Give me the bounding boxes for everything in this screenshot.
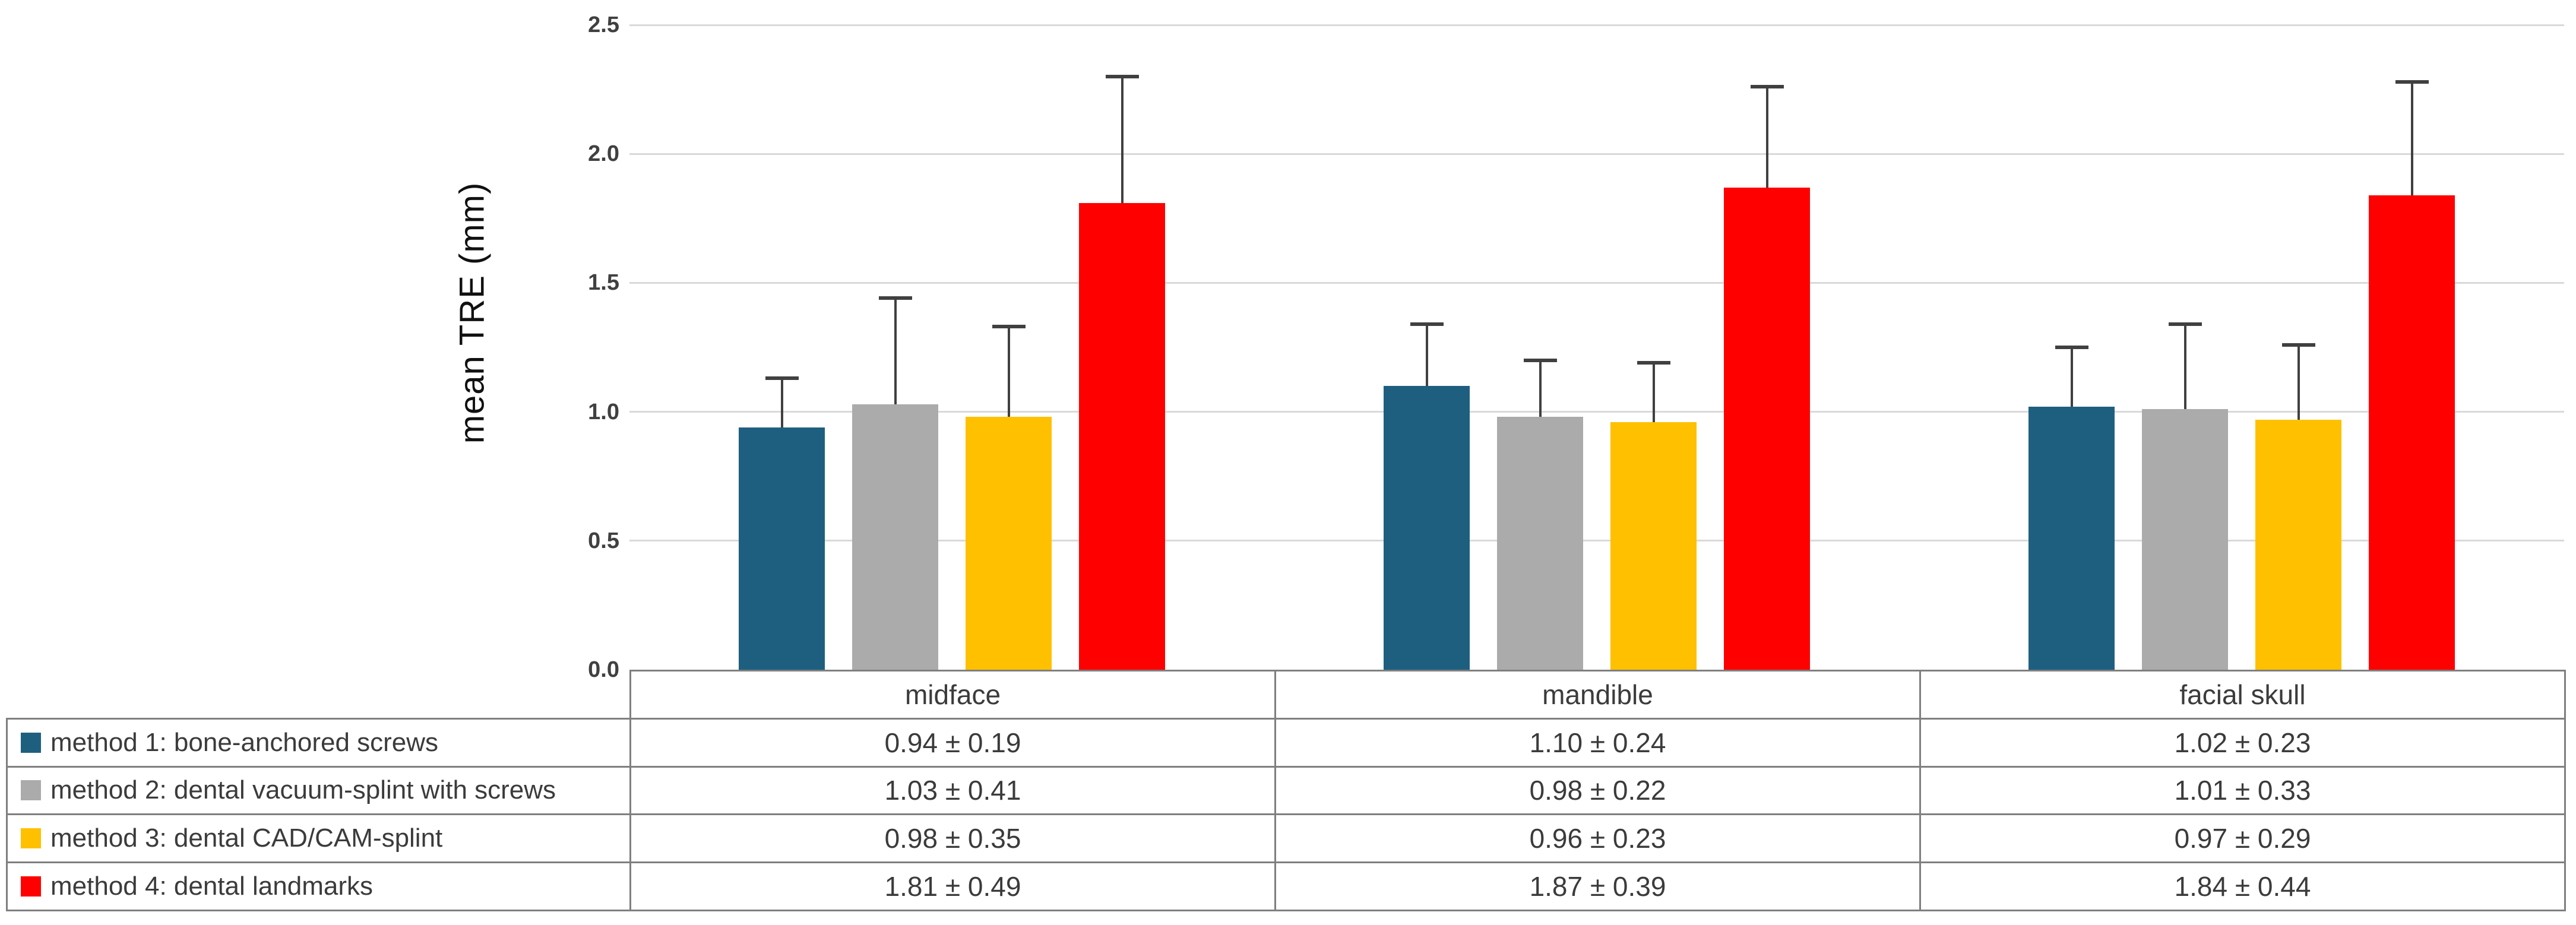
category-header-mandible: mandible: [1274, 670, 1921, 720]
error-bar-line-method2-facial-skull: [2183, 324, 2186, 410]
category-header-midface: midface: [629, 670, 1276, 720]
category-header-facial-skull: facial skull: [1919, 670, 2566, 720]
bar-method1-midface: [739, 427, 825, 670]
error-bar-cap-method3-mandible: [1637, 361, 1670, 365]
legend-cell-method1: method 1: bone-anchored screws: [6, 717, 631, 768]
legend-cell-method4: method 4: dental landmarks: [6, 861, 631, 911]
table-row-method1: method 1: bone-anchored screws 0.94 ± 0.1…: [6, 717, 2566, 768]
bar-method1-mandible: [1384, 386, 1470, 670]
value-cell-method3-facial-skull: 0.97 ± 0.29: [1919, 813, 2566, 864]
error-bar-cap-method2-mandible: [1523, 358, 1557, 362]
bar-method1-facial-skull: [2028, 406, 2115, 670]
error-bar-line-method3-mandible: [1652, 363, 1655, 422]
value-cell-method1-midface: 0.94 ± 0.19: [629, 717, 1276, 768]
value-cell-method3-mandible: 0.96 ± 0.23: [1274, 813, 1921, 864]
value-cell-method1-mandible: 1.10 ± 0.24: [1274, 717, 1921, 768]
error-bar-line-method4-mandible: [1765, 87, 1768, 188]
error-bar-line-method1-midface: [780, 378, 783, 427]
error-bar-line-method2-mandible: [1539, 360, 1542, 417]
value-cell-method1-facial-skull: 1.02 ± 0.23: [1919, 717, 2566, 768]
legend-label-method2: method 2: dental vacuum-splint with scre…: [50, 775, 556, 805]
error-bar-cap-method4-facial-skull: [2395, 80, 2429, 84]
y-axis-tick-label-1.0: 1.0: [588, 399, 619, 425]
y-axis-tick-label-0.5: 0.5: [588, 528, 619, 553]
error-bar-cap-method2-facial-skull: [2168, 322, 2202, 326]
bar-method4-mandible: [1724, 187, 1810, 670]
legend-color-swatch-method3: [21, 828, 41, 849]
gridline-2.0: [629, 153, 2564, 155]
table-corner-cell: [7, 671, 631, 719]
bar-method3-facial-skull: [2255, 419, 2341, 670]
gridline-1.5: [629, 281, 2564, 284]
value-cell-method2-mandible: 0.98 ± 0.22: [1274, 765, 1921, 816]
error-bar-cap-method3-midface: [992, 325, 1026, 329]
bar-method3-midface: [966, 417, 1052, 670]
legend-color-swatch-method2: [21, 780, 41, 801]
table-row-method3: method 3: dental CAD/CAM-splint 0.98 ± 0.…: [6, 813, 2566, 864]
value-cell-method2-facial-skull: 1.01 ± 0.33: [1919, 765, 2566, 816]
bar-method2-midface: [852, 404, 938, 670]
legend-label-method1: method 1: bone-anchored screws: [50, 727, 439, 757]
value-cell-method4-mandible: 1.87 ± 0.39: [1274, 861, 1921, 911]
gridline-2.5: [629, 24, 2564, 26]
error-bar-line-method3-facial-skull: [2297, 344, 2300, 420]
bar-method2-mandible: [1497, 417, 1583, 670]
error-bar-cap-method4-midface: [1105, 74, 1139, 78]
legend-label-method4: method 4: dental landmarks: [50, 872, 373, 901]
error-bar-cap-method3-facial-skull: [2281, 343, 2315, 347]
legend-color-swatch-method1: [21, 732, 41, 753]
error-bar-cap-method1-midface: [765, 376, 799, 381]
error-bar-line-method4-facial-skull: [2410, 81, 2413, 195]
error-bar-cap-method4-mandible: [1750, 85, 1784, 89]
legend-color-swatch-method4: [21, 876, 41, 897]
gridline-1.0: [629, 411, 2564, 413]
error-bar-line-method4-midface: [1121, 76, 1124, 203]
error-bar-line-method3-midface: [1007, 327, 1010, 417]
error-bar-cap-method1-mandible: [1410, 322, 1444, 326]
y-axis-tick-label-0.0: 0.0: [588, 657, 619, 682]
error-bar-line-method2-midface: [894, 298, 897, 404]
y-axis-tick-label-1.5: 1.5: [588, 270, 619, 296]
value-cell-method4-midface: 1.81 ± 0.49: [629, 861, 1276, 911]
bar-method3-mandible: [1610, 422, 1697, 670]
error-bar-cap-method1-facial-skull: [2055, 346, 2088, 349]
table-row-method4: method 4: dental landmarks 1.81 ± 0.49 1.8…: [6, 861, 2566, 911]
value-cell-method2-midface: 1.03 ± 0.41: [629, 765, 1276, 816]
value-cell-method4-facial-skull: 1.84 ± 0.44: [1919, 861, 2566, 911]
error-bar-line-method1-facial-skull: [2070, 347, 2073, 407]
data-table: midface mandible facial skull method 1: bon…: [6, 670, 2566, 911]
legend-cell-method3: method 3: dental CAD/CAM-splint: [6, 813, 631, 864]
value-cell-method3-midface: 0.98 ± 0.35: [629, 813, 1276, 864]
bar-method4-midface: [1079, 202, 1165, 670]
error-bar-cap-method2-midface: [878, 296, 912, 300]
y-axis-tick-label-2.0: 2.0: [588, 141, 619, 167]
y-axis-tick-label-2.5: 2.5: [588, 12, 619, 37]
bar-method4-facial-skull: [2369, 195, 2455, 670]
y-axis-title: mean TRE (mm): [452, 182, 492, 444]
bar-method2-facial-skull: [2142, 409, 2228, 670]
error-bar-line-method1-mandible: [1425, 324, 1428, 387]
legend-label-method3: method 3: dental CAD/CAM-splint: [50, 823, 443, 853]
table-row-method2: method 2: dental vacuum-splint with scre…: [6, 765, 2566, 816]
legend-cell-method2: method 2: dental vacuum-splint with scre…: [6, 765, 631, 816]
gridline-0.5: [629, 540, 2564, 542]
